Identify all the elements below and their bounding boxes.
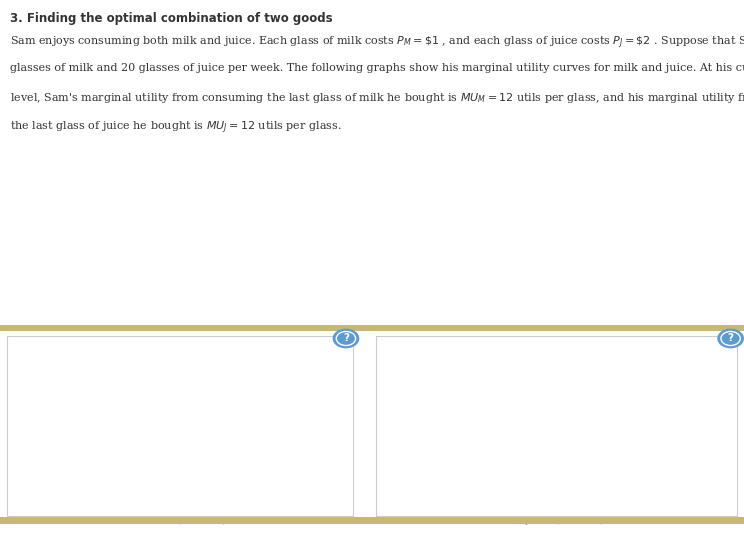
Text: ?: ? [343, 334, 349, 343]
Text: Slope: -0.20
Y-Intercept: 16.00: Slope: -0.20 Y-Intercept: 16.00 [551, 400, 657, 422]
Text: glasses of milk and 20 glasses of juice per week. The following graphs show his : glasses of milk and 20 glasses of juice … [10, 63, 744, 73]
Y-axis label: MU OF JUICE (Utils per glass): MU OF JUICE (Utils per glass) [394, 350, 403, 499]
X-axis label: MILK (Glasses): MILK (Glasses) [150, 515, 226, 525]
Text: level, Sam's marginal utility from consuming the last glass of milk he bought is: level, Sam's marginal utility from consu… [10, 91, 744, 105]
X-axis label: JUICE (Glasses): JUICE (Glasses) [526, 515, 605, 525]
Text: 3. Finding the optimal combination of two goods: 3. Finding the optimal combination of tw… [10, 12, 333, 25]
Text: ?: ? [728, 334, 734, 343]
Y-axis label: MU OF MILK (Utils per glass): MU OF MILK (Utils per glass) [22, 351, 31, 498]
Text: Sam enjoys consuming both milk and juice. Each glass of milk costs $P_M = \$1$ ,: Sam enjoys consuming both milk and juice… [10, 35, 744, 51]
Text: the last glass of juice he bought is $MU_J = 12$ utils per glass.: the last glass of juice he bought is $MU… [10, 119, 341, 135]
